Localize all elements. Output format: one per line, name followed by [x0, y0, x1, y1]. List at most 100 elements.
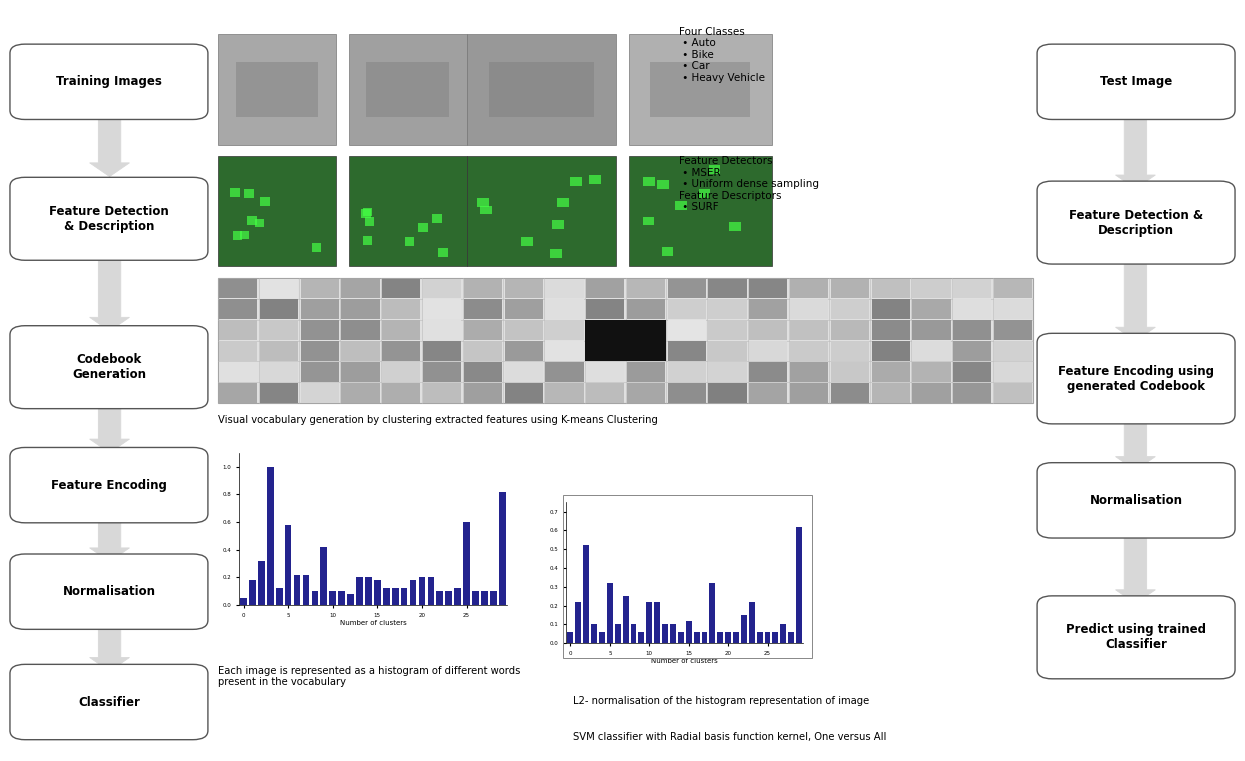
FancyBboxPatch shape — [954, 362, 991, 382]
Text: Classifier: Classifier — [78, 696, 139, 708]
FancyBboxPatch shape — [651, 224, 664, 234]
FancyBboxPatch shape — [667, 320, 706, 339]
FancyBboxPatch shape — [489, 62, 594, 117]
FancyBboxPatch shape — [504, 341, 543, 361]
Bar — [240, 598, 247, 605]
X-axis label: Number of clusters: Number of clusters — [340, 620, 406, 626]
FancyBboxPatch shape — [341, 320, 380, 339]
FancyBboxPatch shape — [559, 213, 571, 222]
Bar — [356, 578, 362, 605]
FancyBboxPatch shape — [432, 228, 441, 236]
FancyBboxPatch shape — [242, 219, 251, 228]
FancyBboxPatch shape — [382, 279, 421, 298]
FancyBboxPatch shape — [667, 279, 706, 298]
Text: Feature Detectors
 • MSER
 • Uniform dense sampling
Feature Descriptors
 • SURF: Feature Detectors • MSER • Uniform dense… — [679, 156, 818, 212]
FancyBboxPatch shape — [626, 320, 665, 339]
FancyBboxPatch shape — [235, 62, 319, 117]
Text: Feature Detection &
Description: Feature Detection & Description — [1069, 209, 1203, 237]
FancyBboxPatch shape — [667, 384, 706, 403]
FancyBboxPatch shape — [1037, 181, 1235, 264]
Bar — [630, 624, 636, 643]
Bar — [733, 632, 740, 643]
Bar — [575, 602, 581, 643]
FancyBboxPatch shape — [423, 362, 461, 382]
Bar — [437, 591, 443, 605]
FancyBboxPatch shape — [650, 62, 751, 117]
Bar — [781, 624, 787, 643]
FancyBboxPatch shape — [626, 362, 665, 382]
FancyBboxPatch shape — [269, 194, 278, 202]
Bar — [491, 591, 497, 605]
FancyBboxPatch shape — [710, 218, 721, 228]
FancyBboxPatch shape — [349, 34, 467, 145]
Bar — [725, 632, 731, 643]
FancyBboxPatch shape — [994, 300, 1032, 319]
FancyArrow shape — [90, 514, 129, 562]
FancyBboxPatch shape — [378, 215, 388, 224]
FancyBboxPatch shape — [366, 62, 449, 117]
FancyBboxPatch shape — [994, 279, 1032, 298]
FancyBboxPatch shape — [341, 300, 380, 319]
FancyBboxPatch shape — [219, 279, 258, 298]
Bar — [339, 591, 345, 605]
Bar — [446, 591, 452, 605]
FancyBboxPatch shape — [545, 320, 584, 339]
Bar — [311, 591, 319, 605]
FancyBboxPatch shape — [467, 156, 616, 266]
Bar — [646, 602, 652, 643]
Text: Feature Detection
& Description: Feature Detection & Description — [49, 205, 169, 233]
Bar — [454, 588, 461, 605]
Bar — [568, 632, 574, 643]
FancyBboxPatch shape — [1037, 44, 1235, 119]
FancyBboxPatch shape — [504, 384, 543, 403]
Bar — [748, 602, 754, 643]
FancyArrow shape — [90, 621, 129, 671]
FancyBboxPatch shape — [629, 156, 772, 266]
Bar — [276, 588, 283, 605]
FancyBboxPatch shape — [10, 664, 208, 740]
FancyBboxPatch shape — [463, 384, 502, 403]
FancyBboxPatch shape — [301, 384, 339, 403]
Bar — [710, 583, 716, 643]
FancyBboxPatch shape — [791, 279, 828, 298]
FancyBboxPatch shape — [219, 320, 258, 339]
FancyBboxPatch shape — [301, 279, 339, 298]
FancyBboxPatch shape — [625, 341, 666, 361]
Bar — [266, 466, 274, 605]
FancyBboxPatch shape — [748, 248, 759, 257]
Bar — [463, 522, 469, 605]
FancyBboxPatch shape — [10, 44, 208, 119]
FancyBboxPatch shape — [382, 341, 421, 361]
Bar — [757, 632, 763, 643]
FancyBboxPatch shape — [401, 180, 410, 189]
FancyBboxPatch shape — [477, 177, 489, 185]
FancyBboxPatch shape — [872, 384, 910, 403]
FancyBboxPatch shape — [682, 183, 693, 192]
FancyBboxPatch shape — [872, 320, 910, 339]
FancyBboxPatch shape — [830, 279, 869, 298]
FancyBboxPatch shape — [703, 172, 715, 180]
Bar — [788, 632, 794, 643]
Bar — [374, 580, 381, 605]
FancyBboxPatch shape — [749, 300, 788, 319]
FancyBboxPatch shape — [375, 199, 385, 208]
FancyBboxPatch shape — [994, 384, 1032, 403]
Bar — [662, 624, 669, 643]
FancyArrow shape — [1116, 256, 1155, 341]
Bar — [615, 624, 621, 643]
FancyBboxPatch shape — [301, 320, 339, 339]
FancyBboxPatch shape — [994, 320, 1032, 339]
FancyBboxPatch shape — [586, 384, 625, 403]
FancyBboxPatch shape — [382, 384, 421, 403]
Bar — [499, 492, 505, 605]
Text: Visual vocabulary generation by clustering extracted features using K-means Clus: Visual vocabulary generation by clusteri… — [218, 415, 657, 425]
FancyBboxPatch shape — [390, 186, 398, 196]
FancyBboxPatch shape — [349, 156, 467, 266]
FancyBboxPatch shape — [219, 362, 258, 382]
Text: Codebook
Generation: Codebook Generation — [72, 353, 146, 381]
FancyBboxPatch shape — [301, 341, 339, 361]
Bar — [639, 632, 645, 643]
Bar — [591, 624, 598, 643]
Text: Four Classes
 • Auto
 • Bike
 • Car
 • Heavy Vehicle: Four Classes • Auto • Bike • Car • Heavy… — [679, 27, 764, 83]
FancyBboxPatch shape — [275, 216, 285, 224]
